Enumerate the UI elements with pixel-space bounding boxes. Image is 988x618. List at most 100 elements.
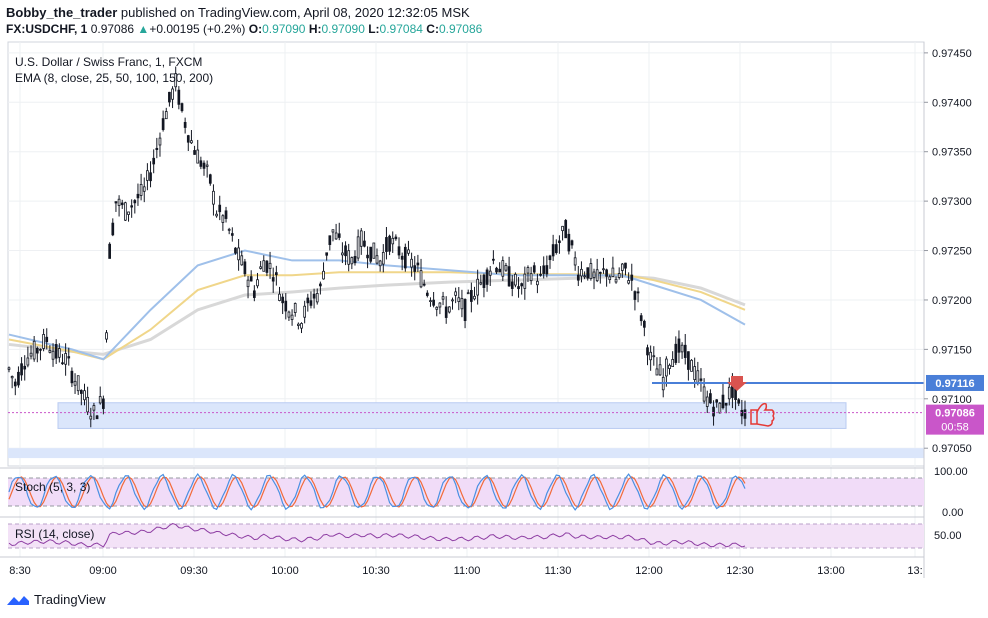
chart-header: Bobby_the_trader published on TradingVie… [6, 4, 482, 38]
candle-body [677, 338, 681, 353]
candle-body [576, 274, 580, 281]
candle-body [554, 244, 558, 253]
last-price: 0.97086 [90, 22, 135, 36]
candle-body [278, 293, 281, 301]
candle-body [281, 296, 284, 304]
candle-body [548, 255, 552, 261]
close-label: C: [426, 22, 439, 36]
candle-body [504, 265, 508, 271]
candle-body [378, 260, 382, 267]
candle-body [108, 243, 111, 259]
candle-body [394, 236, 398, 240]
candle-body [665, 358, 668, 377]
candle-body [583, 275, 586, 278]
candle-body [328, 235, 332, 245]
candle-body [649, 351, 652, 361]
candle-body [300, 323, 303, 329]
candle-body [520, 283, 524, 287]
candle-body [391, 237, 395, 245]
candle-body [334, 232, 338, 240]
candle-body [347, 250, 351, 265]
candle-body [174, 73, 178, 88]
candle-body [230, 233, 234, 236]
candle-body [507, 266, 511, 287]
candle-body [190, 140, 193, 144]
candle-body [447, 306, 451, 313]
candle-body [350, 257, 354, 265]
candle-body [7, 367, 11, 370]
candle-body [614, 278, 618, 283]
candle-body [690, 359, 693, 372]
candle-body [457, 297, 461, 303]
candle-body [473, 295, 476, 300]
candle-body [168, 91, 171, 103]
candle-body [696, 370, 700, 383]
candle-body [127, 211, 130, 215]
candle-body [705, 396, 709, 407]
candle-body [488, 270, 492, 276]
candle-body [655, 368, 659, 376]
price-tick-label: 0.97100 [932, 394, 972, 406]
candle-body [724, 402, 728, 406]
price-axis: 0.97450 0.97400 0.97350 0.97300 0.97250 0.972… [923, 42, 972, 578]
candle-body [636, 291, 640, 294]
candle-body [243, 261, 247, 275]
rsi-tick: 50.00 [934, 530, 962, 542]
candle-body [485, 269, 489, 285]
time-tick-label: 11:00 [454, 565, 481, 577]
candle-body [514, 273, 517, 286]
candle-body [57, 348, 61, 358]
candle-body [403, 246, 407, 269]
candle-body [199, 160, 203, 167]
candle-body [608, 276, 612, 281]
candle-body [523, 273, 527, 289]
candle-body [171, 88, 174, 100]
thumbs-up-icon [750, 402, 775, 427]
candle-body [369, 246, 373, 262]
rsi-line [8, 522, 746, 548]
candle-body [133, 200, 137, 204]
candle-body [208, 174, 212, 184]
candle-body [532, 265, 536, 273]
candle-body [561, 225, 564, 232]
candle-body [146, 170, 149, 181]
candle-body [419, 270, 423, 288]
candle-body [658, 364, 662, 376]
candle-body [416, 262, 420, 266]
time-tick-label: 8:30 [9, 565, 30, 577]
candle-body [297, 323, 300, 326]
level-price-tag [926, 374, 984, 391]
candle-body [589, 263, 593, 279]
price-tick-label: 0.97350 [932, 147, 972, 159]
candle-body [366, 254, 369, 259]
candle-body [315, 293, 319, 303]
candle-body [671, 359, 675, 367]
author-name[interactable]: Bobby_the_trader [6, 5, 118, 20]
candle-body [451, 299, 454, 302]
candle-body [356, 236, 360, 259]
candle-body [620, 263, 624, 271]
low-label: L: [368, 22, 380, 36]
candle-body [652, 355, 656, 358]
candle-body [64, 353, 67, 365]
candle-body [580, 268, 583, 277]
candle-body [183, 121, 187, 128]
candle-body [586, 267, 590, 279]
candle-body [702, 386, 706, 402]
open-value: 0.97090 [262, 22, 306, 36]
brand-name[interactable]: TradingView [34, 592, 106, 607]
candle-body [136, 193, 140, 199]
up-arrow-icon: ▲ [137, 22, 150, 36]
candle-body [573, 257, 577, 266]
candle-body [397, 246, 401, 256]
candle-body [234, 247, 237, 254]
price-tick-label: 0.97200 [932, 295, 972, 307]
candle-body [454, 291, 457, 296]
candle-body [252, 290, 256, 298]
candle-body [687, 351, 690, 370]
price-change: +0.00195 (+0.2%) [149, 22, 246, 36]
candle-body [410, 258, 413, 268]
candle-body [643, 320, 646, 328]
candle-body [105, 332, 108, 340]
